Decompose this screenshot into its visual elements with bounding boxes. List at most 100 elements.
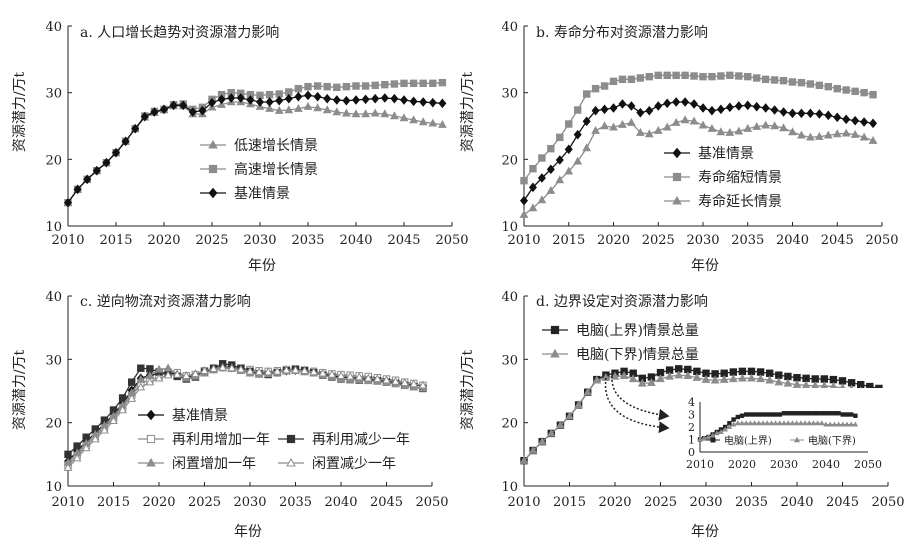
inset-data-point [789,420,796,426]
data-point [400,378,410,386]
inset-x-tick-label: 2020 [728,458,756,471]
x-tick-label: 2040 [780,495,813,510]
inset-data-point [810,420,817,426]
data-point [246,95,255,105]
data-point [137,364,145,372]
data-point [815,109,824,119]
data-point [556,420,565,429]
inset-data-point [768,420,775,426]
data-point [860,117,869,127]
inset-data-point [835,421,842,427]
data-point [779,76,788,85]
data-point [833,84,841,93]
data-point [546,428,556,437]
data-point [304,82,312,91]
data-point [600,82,609,90]
data-point [744,72,752,81]
series-line [67,367,423,464]
data-point [752,101,761,112]
legend-item: 基准情景 [200,185,290,202]
data-point [647,378,656,386]
inset-x-tick-label: 2040 [812,458,840,471]
data-point [263,367,273,376]
data-point [382,375,391,384]
panel-a-ylabel: 资源潜力/万t [12,71,28,152]
data-point [227,93,236,103]
data-point [390,80,399,88]
panel-a-title: a. 人口增长趋势对资源潜力影响 [80,25,279,41]
legend-label: 寿命延长情景 [698,193,782,210]
data-point [272,366,282,375]
inset-data-point [844,421,850,427]
legend-item: 再利用增加一年 [138,432,270,448]
data-point [390,93,399,104]
data-point [609,122,618,131]
x-tick-label: 2035 [731,233,764,248]
data-point [797,78,806,87]
data-point [699,72,707,81]
data-point [236,364,246,373]
data-point [708,72,716,81]
inset-data-point [798,420,804,426]
series-line [67,94,443,204]
data-point [690,72,698,80]
legend-marker [550,348,560,358]
data-point [538,154,546,162]
data-point [779,123,788,132]
inset-legend-item: 电脑(上界) [706,434,772,447]
data-point [618,75,627,84]
data-point [361,94,370,105]
data-point [63,462,73,471]
inset-data-point [853,413,858,418]
data-point [322,105,332,114]
data-point [663,98,672,109]
data-point [284,105,294,114]
data-point [303,101,313,110]
inset-x-tick-label: 2010 [686,458,714,471]
data-point [363,373,373,382]
data-point [574,400,583,409]
series-line [523,119,874,216]
data-point [869,118,878,129]
legend-item: 基准情景 [138,407,228,424]
inset-data-point [709,432,716,438]
inset-data-point [802,411,808,416]
data-point [725,127,735,136]
data-point [81,443,91,452]
data-point [681,97,690,107]
y-tick-label: 10 [501,480,518,495]
data-point [236,93,245,103]
inset-data-point [848,421,854,427]
y-tick-label: 20 [45,417,62,432]
data-point [756,374,765,383]
data-point [336,371,346,380]
legend-marker [286,457,296,467]
data-point [537,195,547,204]
inset-data-point [807,411,812,416]
data-point [313,103,322,112]
panel-b-xlabel: 年份 [691,258,719,274]
data-point [756,368,765,376]
inset-y-tick-label: 4 [688,396,695,409]
data-point [653,125,663,134]
inset-y-tick-label: 3 [688,409,695,422]
inset-data-point [802,420,808,426]
data-point [564,144,573,155]
data-point [815,81,824,90]
inset-data-point [844,412,850,417]
data-point [743,100,752,111]
inset-data-point [769,412,774,417]
series-line [523,74,874,182]
y-tick-label: 10 [45,220,62,235]
panel-c-ylabel: 资源潜力/万t [12,349,28,430]
data-point [674,370,684,379]
series-line [523,101,874,202]
panel-d-title: d. 边界设定对资源潜力影响 [536,294,708,310]
x-tick-label: 2045 [826,495,859,510]
data-point [600,121,609,130]
data-point [565,411,574,420]
data-point [92,165,101,176]
data-point [209,364,218,373]
